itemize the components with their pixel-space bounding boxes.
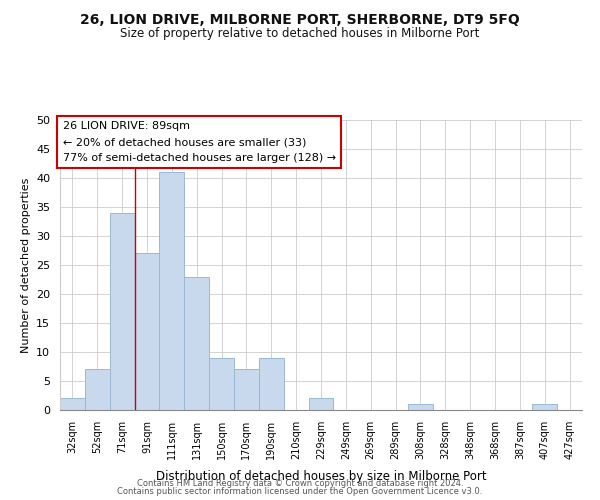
Text: 26 LION DRIVE: 89sqm
← 20% of detached houses are smaller (33)
77% of semi-detac: 26 LION DRIVE: 89sqm ← 20% of detached h…	[62, 122, 336, 162]
Bar	[259, 358, 284, 410]
Bar	[234, 370, 259, 410]
X-axis label: Distribution of detached houses by size in Milborne Port: Distribution of detached houses by size …	[155, 470, 487, 483]
Bar	[60, 398, 85, 410]
Bar	[85, 370, 110, 410]
Bar	[408, 404, 433, 410]
Bar	[532, 404, 557, 410]
Text: Size of property relative to detached houses in Milborne Port: Size of property relative to detached ho…	[121, 28, 479, 40]
Y-axis label: Number of detached properties: Number of detached properties	[20, 178, 31, 352]
Text: 26, LION DRIVE, MILBORNE PORT, SHERBORNE, DT9 5FQ: 26, LION DRIVE, MILBORNE PORT, SHERBORNE…	[80, 12, 520, 26]
Text: Contains public sector information licensed under the Open Government Licence v3: Contains public sector information licen…	[118, 487, 482, 496]
Bar	[209, 358, 234, 410]
Bar	[134, 254, 160, 410]
Bar	[110, 213, 134, 410]
Bar	[160, 172, 184, 410]
Text: Contains HM Land Registry data © Crown copyright and database right 2024.: Contains HM Land Registry data © Crown c…	[137, 478, 463, 488]
Bar	[184, 276, 209, 410]
Bar	[308, 398, 334, 410]
